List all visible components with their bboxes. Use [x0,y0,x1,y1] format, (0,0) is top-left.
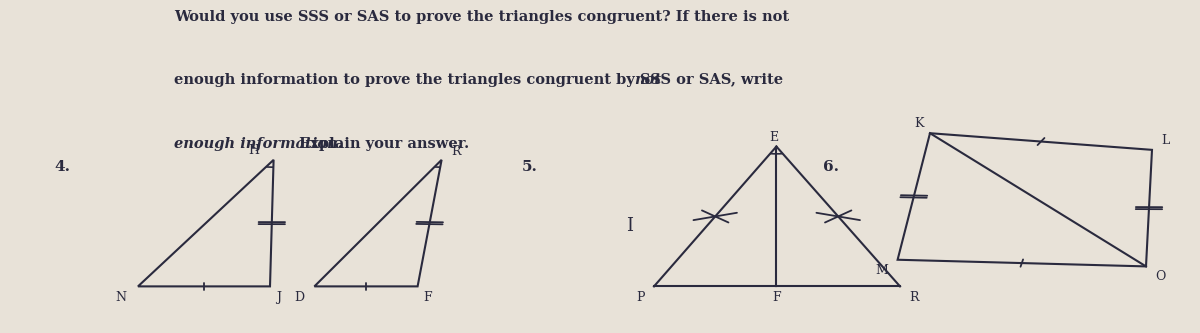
Text: D: D [295,291,305,304]
Text: K: K [914,117,924,130]
Text: not: not [634,73,661,87]
Text: M: M [875,264,888,277]
Text: F: F [772,291,781,304]
Text: R: R [451,145,461,158]
Text: F: F [424,291,432,304]
Text: 4.: 4. [54,160,70,174]
Text: 5.: 5. [522,160,538,174]
Text: L: L [1162,134,1170,147]
Text: enough information.: enough information. [174,137,343,151]
Text: N: N [115,291,126,304]
Text: I: I [626,217,634,235]
Text: H: H [248,144,259,157]
Text: R: R [910,291,919,304]
Text: Would you use SSS or SAS to prove the triangles congruent? If there is not: Would you use SSS or SAS to prove the tr… [174,10,790,24]
Text: O: O [1156,270,1166,283]
Text: Explain your answer.: Explain your answer. [294,137,469,151]
Text: E: E [769,131,779,144]
Text: J: J [276,291,281,304]
Text: enough information to prove the triangles congruent by SSS or SAS, write: enough information to prove the triangle… [174,73,788,87]
Text: P: P [636,291,644,304]
Text: 6.: 6. [823,160,839,174]
